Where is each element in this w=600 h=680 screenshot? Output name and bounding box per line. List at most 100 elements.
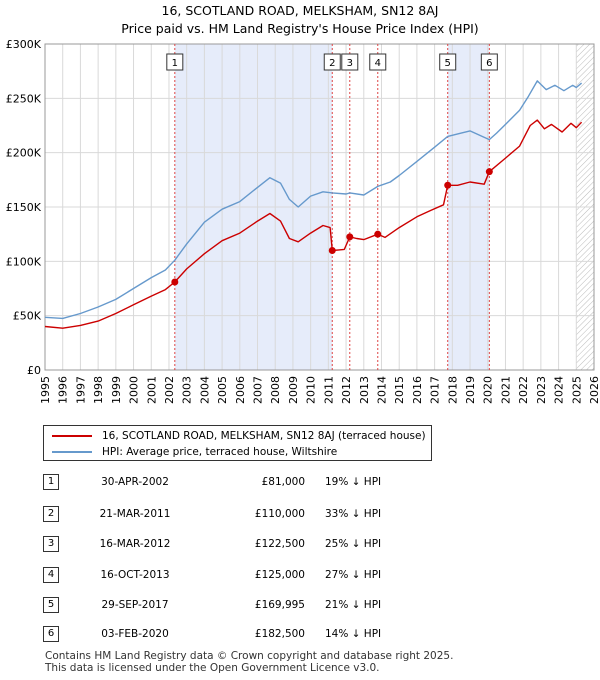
x-tick-label: 2016 [411,376,424,404]
sale-number-badge: 1 [43,474,59,490]
x-tick-label: 2018 [446,376,459,404]
x-tick-label: 1999 [110,376,123,404]
sale-date: 16-MAR-2012 [99,538,171,550]
y-tick-label: £200K [6,147,42,160]
x-tick-label: 2026 [588,376,600,404]
x-tick-label: 2015 [393,376,406,404]
sale-price: £182,500 [254,628,305,640]
legend-property-swatch [52,435,92,437]
x-tick-label: 2024 [553,376,566,404]
sale-marker-box [166,53,184,71]
legend-item-property: 16, SCOTLAND ROAD, MELKSHAM, SN12 8AJ (t… [52,428,426,444]
x-tick-label: 2014 [375,376,388,404]
x-tick-label: 2021 [499,376,512,404]
sale-marker-label: 2 [329,58,335,69]
sale-row: 5 29-SEP-2017 £169,995 21% ↓ HPI [40,595,381,615]
sale-date: 03-FEB-2020 [101,628,169,640]
legend-property-label: 16, SCOTLAND ROAD, MELKSHAM, SN12 8AJ (t… [102,430,426,442]
x-tick-label: 1995 [39,376,52,404]
x-tick-label: 2005 [216,376,229,404]
plot-border [44,43,595,371]
sale-hpi-delta: 21% ↓ HPI [325,599,382,611]
footer-line-2: This data is licensed under the Open Gov… [45,662,380,674]
x-tick-label: 1998 [92,376,105,404]
sale-row: 2 21-MAR-2011 £110,000 33% ↓ HPI [40,504,381,524]
sale-row: 4 16-OCT-2013 £125,000 27% ↓ HPI [40,565,381,585]
x-tick-label: 2019 [464,376,477,404]
x-tick-label: 2023 [535,376,548,404]
x-tick-label: 2009 [287,376,300,404]
sale-hpi-delta: 25% ↓ HPI [325,538,382,550]
sale-marker-label: 4 [375,58,381,69]
sale-hpi-delta: 33% ↓ HPI [325,508,382,520]
sale-hpi-delta: 19% ↓ HPI [325,476,382,488]
sale-number-badge: 2 [43,506,59,522]
sale-row: 6 03-FEB-2020 £182,500 14% ↓ HPI [40,624,381,644]
chart-legend: 16, SCOTLAND ROAD, MELKSHAM, SN12 8AJ (t… [43,425,432,461]
x-tick-label: 2007 [252,376,265,404]
y-tick-label: £50K [13,310,42,323]
sale-point [171,278,179,286]
x-tick-label: 2010 [305,376,318,404]
y-tick-label: £0 [27,364,41,377]
sale-point [444,181,452,189]
sale-price: £122,500 [254,538,305,550]
sale-marker-box [341,53,359,71]
x-tick-label: 1996 [57,376,70,404]
footer-attribution: Contains HM Land Registry data © Crown c… [45,650,453,674]
sale-marker-box [439,53,457,71]
footer-line-1: Contains HM Land Registry data © Crown c… [45,650,454,662]
legend-item-hpi: HPI: Average price, terraced house, Wilt… [52,444,337,460]
sale-number-badge: 5 [43,597,59,613]
sale-price: £169,995 [254,599,305,611]
x-tick-label: 2012 [340,376,353,404]
sale-date: 16-OCT-2013 [100,569,170,581]
x-tick-label: 2020 [482,376,495,404]
sale-hpi-delta: 14% ↓ HPI [325,628,382,640]
x-tick-label: 2008 [269,376,282,404]
sale-marker-box [369,53,387,71]
price-chart: £0 £50K £100K £150K £200K £250K £300K 1995 1996 1… [6,38,600,404]
y-tick-label: £300K [6,38,42,51]
sale-date: 21-MAR-2011 [99,508,171,520]
x-tick-label: 2004 [198,376,211,404]
sale-date: 29-SEP-2017 [101,599,169,611]
sale-row: 1 30-APR-2002 £81,000 19% ↓ HPI [40,472,381,492]
sale-marker-label: 1 [172,58,178,69]
x-tick-label: 2001 [145,376,158,404]
sale-number-badge: 4 [43,567,59,583]
sale-marker-label: 5 [445,58,451,69]
sale-marker-box [323,53,341,71]
sale-price: £110,000 [254,508,305,520]
x-tick-label: 2025 [570,376,583,404]
legend-hpi-swatch [52,451,92,453]
x-tick-label: 2017 [429,376,442,404]
sale-row: 3 16-MAR-2012 £122,500 25% ↓ HPI [40,534,381,554]
x-tick-label: 2002 [163,376,176,404]
sale-hpi-delta: 27% ↓ HPI [325,569,382,581]
sale-number-badge: 6 [43,626,59,642]
sale-point [374,230,382,238]
sale-point [328,246,336,254]
x-tick-label: 2011 [322,376,335,404]
sale-point [485,168,493,176]
title-line-1: 16, SCOTLAND ROAD, MELKSHAM, SN12 8AJ [161,3,439,18]
y-tick-label: £250K [6,92,42,105]
y-tick-label: £150K [6,201,42,214]
x-tick-label: 1997 [74,376,87,404]
sale-price: £125,000 [254,569,305,581]
y-tick-label: £100K [6,255,42,268]
hpi-line [44,80,583,320]
x-tick-label: 2013 [358,376,371,404]
x-tick-label: 2006 [234,376,247,404]
sale-marker-box [480,53,498,71]
legend-hpi-label: HPI: Average price, terraced house, Wilt… [102,446,338,458]
x-tick-label: 2022 [517,376,530,404]
sale-date: 30-APR-2002 [101,476,169,488]
sale-price: £81,000 [261,476,305,488]
chart-title: 16, SCOTLAND ROAD, MELKSHAM, SN12 8AJ Pr… [0,2,600,38]
title-line-2: Price paid vs. HM Land Registry's House … [121,21,479,36]
sale-marker-label: 3 [347,58,353,69]
sale-point [346,233,354,241]
x-tick-label: 2003 [181,376,194,404]
